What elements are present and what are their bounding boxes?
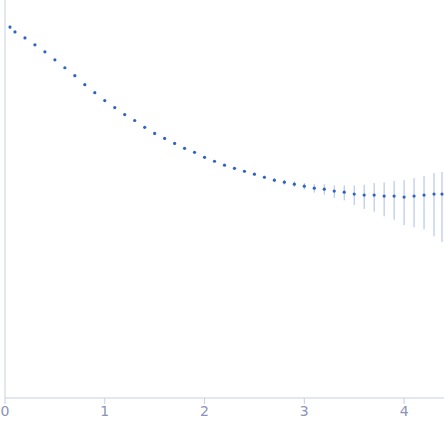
svg-text:2: 2 — [200, 403, 209, 419]
svg-text:1: 1 — [100, 403, 109, 419]
svg-text:0: 0 — [8, 403, 9, 419]
svg-text:3: 3 — [300, 403, 309, 419]
svg-text:4: 4 — [400, 403, 409, 419]
